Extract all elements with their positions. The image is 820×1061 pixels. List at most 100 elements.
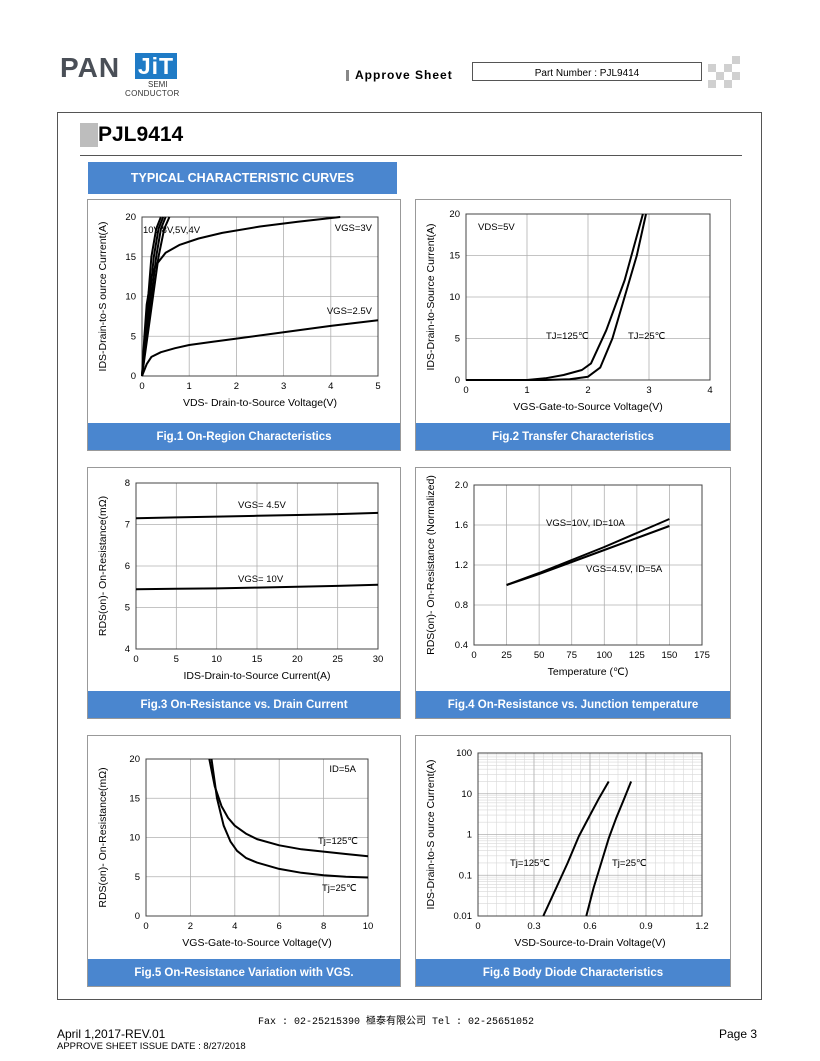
chart-annotation: 10V,8V,5V,4V [143, 225, 201, 236]
series-line-1 [135, 583, 379, 591]
y-tick-label: 8 [125, 478, 130, 489]
y-tick-label: 1.6 [455, 520, 468, 531]
plot-area-border [465, 213, 711, 381]
y-tick-label: 0.8 [455, 600, 468, 611]
y-tick-label: 0 [135, 911, 140, 922]
logo-pan-text: PAN [60, 52, 121, 83]
y-tick-label: 0 [455, 375, 460, 386]
part-number-box: Part Number : PJL9414 [472, 62, 702, 81]
chart-annotation: Tj=25℃ [322, 883, 357, 894]
y-tick-label: 0.4 [455, 640, 468, 651]
chart-annotation: VGS= 10V [238, 574, 284, 585]
y-tick-label: 100 [456, 748, 472, 759]
figure-caption-5: Fig.5 On-Resistance Variation with VGS. [88, 959, 400, 986]
y-tick-label: 10 [461, 789, 472, 800]
x-tick-label: 75 [566, 650, 577, 661]
section-title: TYPICAL CHARACTERISTIC CURVES [130, 171, 355, 185]
y-tick-label: 5 [131, 331, 136, 342]
x-tick-label: 0 [463, 385, 468, 396]
x-tick-label: 150 [661, 650, 677, 661]
x-tick-label: 10 [211, 654, 222, 665]
series-line-1 [585, 781, 633, 917]
chart-annotation: VGS=2.5V [327, 306, 373, 317]
y-tick-label: 0 [131, 371, 136, 382]
x-tick-label: 0 [139, 381, 144, 392]
series-line-1 [210, 758, 369, 879]
chart-transfer: 0 1 2 3 4 0 5 10 15 20 VDS=5V TJ=125℃ TJ=25℃ VGS-Gate… [425, 209, 713, 413]
x-tick-label: 6 [277, 921, 282, 932]
title-divider [80, 155, 742, 156]
x-tick-label: 4 [707, 385, 712, 396]
y-tick-label: 20 [449, 209, 460, 220]
x-axis-label: VGS-Gate-to-Source Voltage(V) [513, 401, 662, 413]
x-tick-label: 15 [252, 654, 263, 665]
y-tick-label: 15 [125, 252, 136, 263]
x-tick-label: 20 [292, 654, 303, 665]
series-line-0 [542, 780, 610, 917]
footer-contact: Fax : 02-25215390 極泰有限公司 Tel : 02-256510… [258, 1017, 535, 1028]
page-title: PJL9414 [98, 123, 184, 146]
x-tick-label: 30 [373, 654, 384, 665]
chart-annotation: VGS= 4.5V [238, 500, 286, 511]
x-tick-label: 5 [174, 654, 179, 665]
series-line-2 [141, 216, 162, 377]
y-axis-label: IDS-Drain-to-S ource Current(A) [97, 222, 109, 372]
chart-annotation: Tj=25℃ [612, 858, 647, 869]
y-tick-label: 0.01 [454, 911, 473, 922]
y-tick-label: 7 [125, 520, 130, 531]
page-number: Page 3 [719, 1027, 758, 1041]
part-number-text: Part Number : PJL9414 [534, 68, 640, 79]
x-tick-label: 100 [596, 650, 612, 661]
x-tick-label: 10 [363, 921, 374, 932]
y-axis-label: RDS(on)- On-Resistance(mΩ) [97, 767, 109, 907]
logo-jit-badge: JiT [135, 53, 177, 79]
y-tick-label: 5 [135, 872, 140, 883]
x-tick-label: 0.9 [639, 921, 652, 932]
figure-panel-4: 0 25 50 75 100 125 150 175 0.4 0.8 1.2 1.6 2.0 VGS=10… [415, 467, 731, 719]
plot-area-border [473, 484, 703, 646]
y-tick-label: 10 [449, 292, 460, 303]
approve-bar-icon [346, 70, 349, 81]
content-frame [57, 112, 762, 1000]
y-tick-label: 1 [467, 830, 472, 841]
x-tick-label: 1.2 [695, 921, 708, 932]
x-tick-label: 0 [143, 921, 148, 932]
chart-annotation: VGS=4.5V, ID=5A [586, 564, 663, 575]
chart-annotation: VDS=5V [478, 222, 515, 233]
x-tick-label: 4 [232, 921, 237, 932]
y-tick-label: 15 [449, 251, 460, 262]
title-tab-decoration [80, 123, 98, 147]
x-tick-label: 0.6 [583, 921, 596, 932]
x-tick-label: 5 [375, 381, 380, 392]
x-tick-label: 1 [524, 385, 529, 396]
x-axis-label: VDS- Drain-to-Source Voltage(V) [183, 397, 337, 409]
chart-annotation: TJ=25℃ [628, 331, 666, 342]
figure-caption-3: Fig.3 On-Resistance vs. Drain Current [88, 691, 400, 718]
figure-caption-1: Fig.1 On-Region Characteristics [88, 423, 400, 450]
figure-caption-4: Fig.4 On-Resistance vs. Junction tempera… [416, 691, 730, 718]
y-axis-label: IDS-Drain-to-Source Current(A) [425, 223, 437, 370]
chart-rds-vs-vgs: 0 2 4 6 8 10 0 5 10 15 20 ID=5A Tj=125℃ Tj=25℃ VGS-Gat… [97, 754, 374, 949]
chart-rds-vs-id: 0 5 10 15 20 25 30 4 5 6 7 8 VGS= 4.5V VGS= 10V IDS-Dr… [97, 478, 384, 682]
chart-annotation: Tj=125℃ [318, 836, 358, 847]
y-tick-label: 15 [129, 793, 140, 804]
series-line-3 [141, 216, 165, 377]
x-tick-label: 0 [475, 921, 480, 932]
approve-sheet-label: Approve Sheet [355, 68, 453, 82]
x-tick-label: 125 [629, 650, 645, 661]
chart-rds-vs-temp: 0 25 50 75 100 125 150 175 0.4 0.8 1.2 1.6 2.0 VGS=10… [425, 475, 710, 678]
x-axis-label: VGS-Gate-to-Source Voltage(V) [182, 937, 331, 949]
series-line-0 [208, 758, 369, 858]
series-line-1 [466, 213, 647, 381]
x-tick-label: 175 [694, 650, 710, 661]
chart-annotation: ID=5A [329, 764, 356, 775]
figure-panel-3: 0 5 10 15 20 25 30 4 5 6 7 8 VGS= 4.5V VGS= 10V IDS-Dr… [87, 467, 401, 719]
x-tick-label: 50 [534, 650, 545, 661]
x-tick-label: 0.3 [527, 921, 540, 932]
x-tick-label: 25 [501, 650, 512, 661]
chart-annotation: Tj=125℃ [510, 858, 550, 869]
section-banner: TYPICAL CHARACTERISTIC CURVES [88, 162, 397, 194]
x-axis-label: Temperature (℃) [548, 666, 629, 678]
x-tick-label: 3 [646, 385, 651, 396]
y-tick-label: 20 [125, 212, 136, 223]
